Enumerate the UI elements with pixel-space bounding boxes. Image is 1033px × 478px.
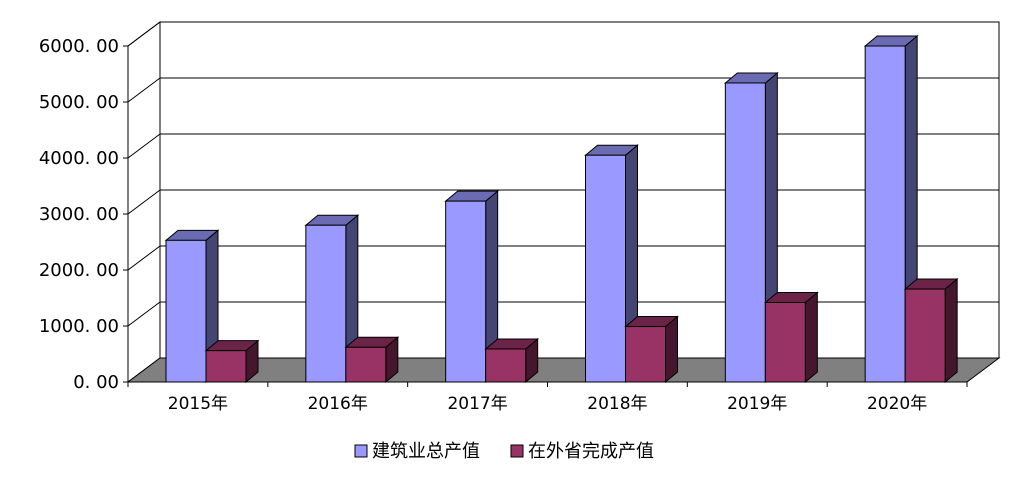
legend-label-series-1: 建筑业总产值 bbox=[372, 441, 480, 462]
gridline-side bbox=[127, 245, 161, 271]
x-tick-label: 2016年 bbox=[308, 394, 368, 414]
y-tick-label: 2000. 00 bbox=[39, 260, 119, 281]
x-tick-label: 2015年 bbox=[168, 394, 228, 414]
gridline-side bbox=[127, 189, 161, 215]
bar bbox=[764, 301, 806, 383]
gridline-side bbox=[127, 301, 161, 327]
x-axis: 2015年 2016年 2017年 2018年 2019年 2020年 bbox=[127, 381, 968, 414]
bar-series-2 bbox=[763, 291, 819, 384]
bar bbox=[165, 239, 207, 383]
y-tick-label: 0. 00 bbox=[73, 372, 119, 393]
bar-series-2 bbox=[903, 277, 959, 384]
gridlines bbox=[127, 21, 999, 327]
legend-label-series-2: 在外省完成产值 bbox=[528, 441, 654, 462]
bar bbox=[485, 348, 527, 383]
bar-side bbox=[665, 315, 678, 384]
bar bbox=[305, 224, 347, 383]
bar-series-2 bbox=[344, 336, 400, 384]
bar-series-1 bbox=[723, 71, 779, 384]
x-tick-label: 2017年 bbox=[447, 394, 507, 414]
legend: 建筑业总产值 在外省完成产值 bbox=[354, 441, 654, 462]
x-tick-label: 2020年 bbox=[867, 394, 927, 414]
gridline-side bbox=[127, 21, 161, 47]
bar-side bbox=[944, 277, 958, 384]
bar-series-1 bbox=[863, 34, 919, 384]
bar-series-2 bbox=[204, 339, 260, 384]
bar-series-2 bbox=[624, 315, 679, 384]
bar-series-1 bbox=[444, 190, 500, 384]
bar bbox=[445, 200, 487, 383]
gridline-side bbox=[127, 77, 161, 103]
bar bbox=[205, 350, 247, 383]
bar bbox=[625, 326, 666, 383]
y-axis: 0. 00 1000. 00 2000. 00 3000. 00 4000. 00 500… bbox=[39, 36, 129, 393]
gridline-side bbox=[127, 133, 161, 159]
bar-series-2 bbox=[484, 337, 540, 384]
bar-series-1 bbox=[584, 144, 639, 384]
bar bbox=[345, 346, 387, 383]
x-tick-label: 2018年 bbox=[587, 394, 647, 414]
legend-swatch-series-2 bbox=[510, 444, 524, 458]
y-tick-label: 4000. 00 bbox=[39, 148, 119, 169]
y-tick-label: 5000. 00 bbox=[39, 92, 119, 113]
y-tick-label: 1000. 00 bbox=[39, 316, 119, 337]
bar bbox=[585, 154, 626, 383]
bar bbox=[904, 288, 946, 383]
bar bbox=[724, 82, 766, 383]
legend-swatch-series-1 bbox=[354, 444, 368, 458]
bars bbox=[164, 34, 959, 384]
bar-side bbox=[804, 291, 818, 384]
x-tick-label: 2019年 bbox=[727, 394, 787, 414]
y-tick-label: 6000. 00 bbox=[39, 36, 119, 57]
bar-series-1 bbox=[304, 214, 360, 384]
y-tick-label: 3000. 00 bbox=[39, 204, 119, 225]
bar bbox=[864, 45, 906, 383]
